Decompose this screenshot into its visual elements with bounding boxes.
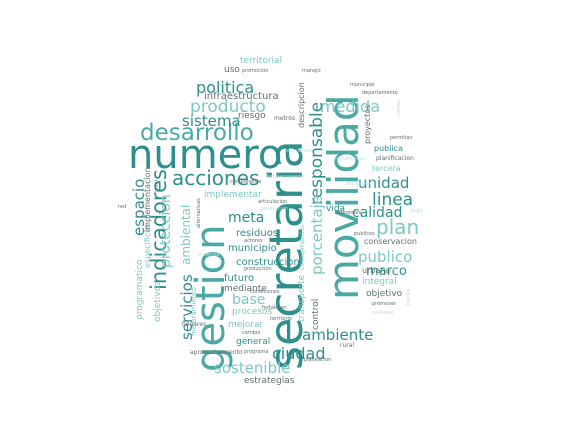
word-vida: vida [326, 204, 345, 214]
word-seguimiento: seguimiento [334, 156, 365, 162]
word-calidad: calidad [352, 205, 402, 221]
word-mediante: mediante [224, 284, 267, 294]
word-planificacion: planificacion [376, 155, 414, 162]
word-municipal: municipal [350, 82, 374, 88]
word-mejorar: mejorar [228, 320, 264, 330]
word-generacion: generacion [260, 206, 288, 212]
word-espacio: espacio [130, 179, 148, 236]
word-cambio: cambio [242, 330, 260, 336]
word-meta: meta [228, 210, 264, 226]
word-promocion: promocion [242, 68, 268, 74]
word-proteccion: proteccion [158, 194, 174, 268]
word-territorial: territorial [240, 56, 282, 66]
word-porcentaje: porcentaje [308, 195, 326, 275]
word-plan: plan [376, 215, 419, 239]
word-metros: metros [274, 115, 295, 122]
word-conservacion: conservacion [364, 237, 417, 246]
word-estrategias: estrategias [244, 376, 295, 386]
word-futuro: futuro [224, 273, 254, 284]
word-publicos: publicos [354, 231, 375, 237]
word-secretaria: secretaria [259, 140, 313, 370]
word-planeacion: planeacion [304, 357, 331, 363]
word-fortalecer: fortalecer [262, 305, 287, 311]
word-manejo: manejo [302, 68, 321, 74]
word-uso: uso [224, 65, 240, 75]
word-riesgo: riesgo [238, 111, 266, 121]
word-nacional: nacional [372, 310, 393, 316]
word-nivel: nivel [154, 180, 160, 192]
word-implementacion: implementacion [143, 167, 152, 232]
word-gestion: gestion [188, 225, 234, 372]
word-municipio: municipio [228, 243, 277, 254]
word-marco: marco [366, 264, 407, 279]
word-entidades: entidades [346, 181, 371, 187]
word-control: control [311, 299, 321, 330]
word-departamento: departamento [362, 90, 398, 96]
word-permitan: permitan [390, 135, 413, 141]
word-linea: linea [372, 190, 413, 210]
word-vivienda: vivienda [198, 252, 219, 258]
word-politica: politica [196, 78, 254, 97]
word-indicadores: indicadores [147, 169, 171, 290]
word-ambiente: ambiente [302, 326, 373, 344]
word-integral: integral [362, 277, 397, 287]
word-largo: largo [410, 208, 423, 214]
word-hogares: hogares [182, 321, 206, 328]
word-programa: programa [244, 349, 268, 355]
word-tercera: tercera [372, 164, 401, 173]
word-condiciones: condiciones [250, 289, 280, 295]
word-numero: numero [128, 132, 282, 178]
word-diferentes: diferentes [336, 210, 362, 216]
word-proyectos: proyectos [363, 105, 372, 144]
word-alternativas: alternativas [196, 198, 202, 228]
word-desarrollo: desarrollo [140, 120, 254, 146]
word-fortalecimiento: fortalecimiento [266, 174, 304, 180]
word-produccion: produccion [244, 266, 272, 272]
word-objetivos: objetivos [153, 281, 163, 322]
word-actores: actores [244, 238, 263, 244]
word-urbana: urbana [362, 266, 390, 275]
word-infraestructura: infraestructura [204, 91, 279, 102]
word-publica: publica [374, 144, 403, 153]
word-aprovechamiento: aprovechamiento [190, 349, 243, 356]
word-movilidad: movilidad [319, 94, 368, 300]
word-general: general [236, 337, 270, 347]
word-rural: rural [340, 342, 354, 349]
word-promover: promover [372, 301, 397, 307]
word-fuente: fuente [406, 289, 412, 305]
word-producto: producto [190, 97, 266, 117]
word-especificos: especificos [143, 224, 152, 268]
word-responsable: responsable [307, 102, 327, 205]
word-procesos: procesos [232, 307, 272, 317]
word-sostenible: sostenible [214, 359, 291, 377]
word-implementar: implementar [204, 190, 262, 200]
word-residuos: residuos [236, 228, 278, 239]
word-base: base [232, 292, 265, 308]
word-sistema: sistema [182, 112, 241, 130]
word-publico: publico [358, 248, 412, 266]
word-mejoramiento: mejoramiento [190, 287, 198, 336]
word-servicios: servicios [178, 274, 196, 340]
word-unidad: unidad [358, 174, 409, 192]
word-ambiental: ambiental [179, 205, 193, 265]
word-red: red [118, 204, 126, 210]
word-estructura: estructura [286, 148, 312, 154]
word-acciones: acciones [172, 166, 259, 190]
word-medida: medida [320, 97, 380, 116]
word-objetivo: objetivo [366, 289, 403, 299]
word-componente: componente [230, 179, 261, 185]
word-transporte: transporte [297, 274, 307, 322]
word-local: local [384, 266, 396, 272]
word-articulacion: articulacion [258, 199, 287, 205]
word-zonas: zonas [396, 100, 402, 115]
word-construccion: construccion [236, 257, 300, 268]
word-programatico: programatico [135, 259, 145, 320]
word-territorio: territorio [270, 316, 292, 322]
word-descripcion: descripcion [297, 82, 306, 128]
word-ciudad: ciudad [272, 344, 326, 363]
word-corregimientos: corregimientos [299, 225, 306, 270]
